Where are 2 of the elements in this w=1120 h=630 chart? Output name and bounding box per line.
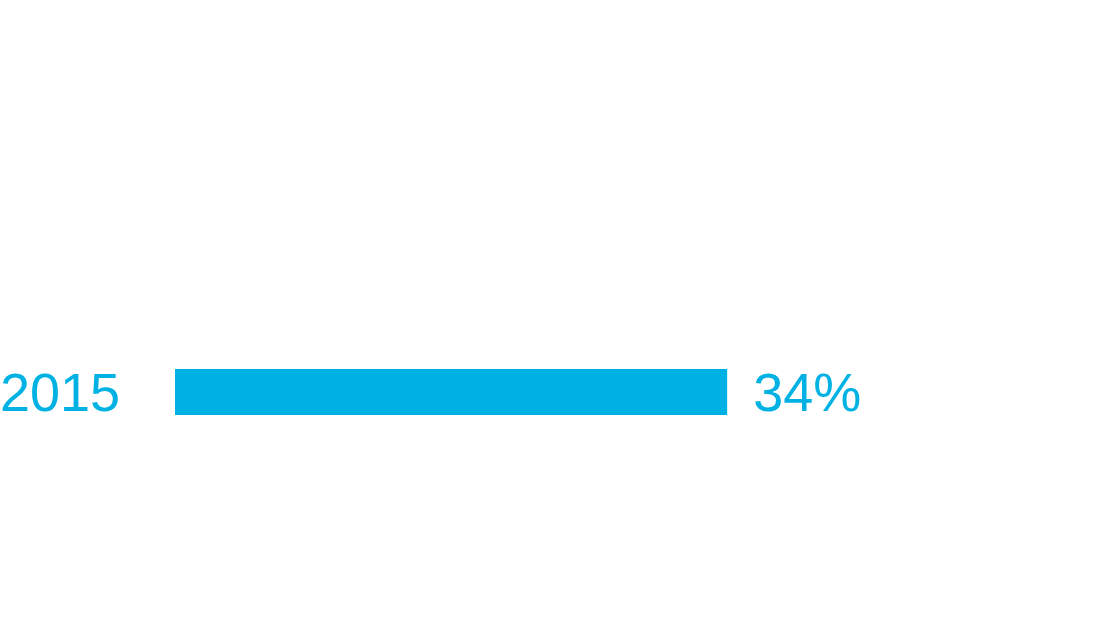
data-label: 34% [753,361,862,422]
y-tick-label: 2015 [0,361,121,422]
